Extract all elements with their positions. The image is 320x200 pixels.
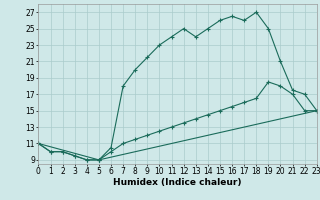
X-axis label: Humidex (Indice chaleur): Humidex (Indice chaleur) [113,178,242,187]
